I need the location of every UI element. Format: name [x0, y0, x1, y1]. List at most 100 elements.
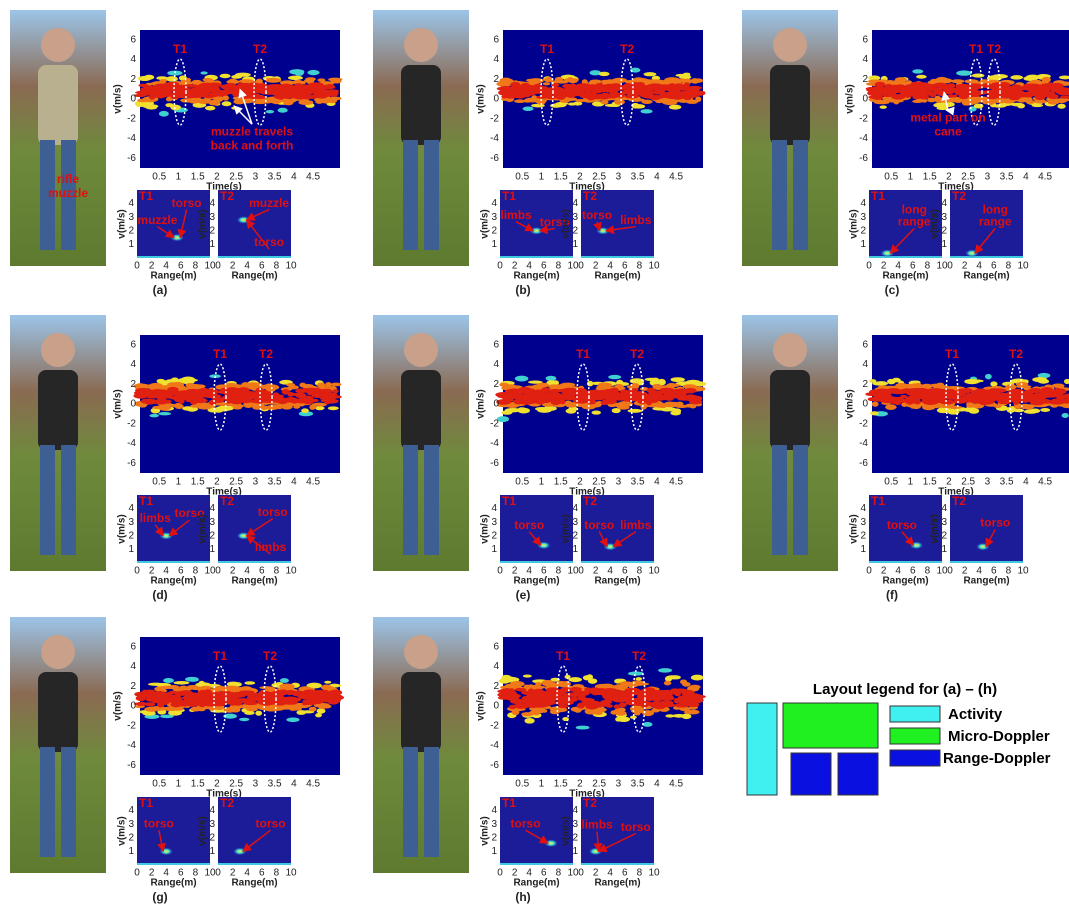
time-marker-label: T1 [213, 649, 227, 663]
y-tick-label: 2 [860, 225, 866, 236]
y-tick-label: 4 [572, 503, 578, 514]
x-axis-label: Time(s) [569, 182, 604, 193]
y-axis-label: v(m/s) [476, 389, 487, 418]
y-tick-label: 4 [941, 503, 947, 514]
annotation: range [979, 215, 1012, 229]
doppler-energy [1063, 393, 1069, 400]
time-marker-label: T1 [969, 42, 983, 56]
x-tick-label: 4.5 [669, 477, 683, 488]
doppler-energy [294, 70, 304, 76]
doppler-energy [1032, 394, 1049, 399]
person-torso [770, 65, 810, 145]
doppler-energy [682, 78, 693, 85]
y-tick-label: -4 [859, 133, 868, 144]
x-tick-label: 1.5 [923, 477, 937, 488]
y-axis-label: v(m/s) [930, 514, 941, 543]
doppler-energy [885, 404, 897, 410]
x-tick-label: 1.5 [191, 779, 205, 790]
doppler-energy [162, 696, 171, 701]
doppler-energy [1023, 76, 1038, 82]
x-tick-label: 0 [578, 868, 584, 879]
doppler-energy [575, 725, 590, 730]
doppler-energy [620, 696, 634, 701]
doppler-energy [1010, 75, 1024, 80]
range-doppler-plot [869, 190, 942, 258]
panel-caption: (e) [516, 588, 531, 602]
y-tick-label: -4 [490, 740, 499, 751]
doppler-energy [956, 70, 972, 76]
doppler-energy [496, 416, 510, 423]
doppler-energy [670, 675, 681, 680]
time-marker-label: T2 [259, 347, 273, 361]
x-tick-label: 1 [908, 477, 914, 488]
doppler-energy [170, 87, 179, 93]
doppler-energy [165, 103, 174, 108]
y-tick-label: 6 [130, 34, 136, 45]
x-tick-label: 6 [910, 261, 916, 272]
x-tick-label: 4.5 [306, 779, 320, 790]
y-tick-label: 0 [130, 94, 136, 105]
doppler-energy [293, 405, 301, 409]
doppler-energy [504, 696, 511, 700]
doppler-energy [635, 677, 643, 681]
x-tick-label: 4.5 [306, 172, 320, 183]
x-tick-label: 0 [215, 261, 221, 272]
x-tick-label: 3.5 [631, 172, 645, 183]
doppler-energy [672, 88, 681, 94]
x-tick-label: 2.5 [229, 779, 243, 790]
x-tick-label: 1.5 [923, 172, 937, 183]
x-tick-label: 4.5 [1038, 477, 1052, 488]
annotation-arrow [612, 530, 637, 548]
doppler-energy [244, 681, 256, 685]
doppler-energy [946, 94, 958, 98]
doppler-energy [573, 101, 583, 106]
doppler-energy [140, 88, 152, 94]
y-tick-label: -2 [490, 418, 499, 429]
x-tick-label: 4 [895, 261, 901, 272]
zero-doppler-line [950, 256, 1023, 258]
zero-doppler-line [218, 863, 291, 865]
doppler-energy [586, 380, 594, 387]
y-tick-label: 2 [491, 225, 497, 236]
doppler-energy [927, 97, 936, 103]
doppler-energy [500, 685, 508, 689]
annotation-arrow [168, 519, 191, 537]
y-tick-label: 1 [209, 239, 215, 250]
x-tick-label: 0 [497, 261, 503, 272]
doppler-energy [158, 412, 171, 416]
x-tick-label: 4 [607, 261, 613, 272]
doppler-energy [592, 88, 604, 93]
x-tick-label: 0 [866, 566, 872, 577]
x-tick-label: 2 [593, 566, 599, 577]
x-tick-label: 2 [512, 868, 518, 879]
annotation-arrow [525, 829, 549, 844]
doppler-energy [695, 96, 702, 103]
person-leg [403, 140, 418, 250]
doppler-energy [912, 69, 924, 74]
x-axis-label: Range(m) [882, 576, 928, 587]
doppler-energy [629, 715, 637, 720]
doppler-energy [531, 79, 541, 83]
y-axis-label: v(m/s) [845, 84, 856, 113]
doppler-energy [916, 393, 931, 399]
y-tick-label: 3 [860, 517, 866, 528]
legend-activity-block [746, 702, 778, 796]
doppler-energy [568, 677, 583, 683]
doppler-energy [304, 89, 314, 93]
doppler-energy [219, 89, 236, 94]
doppler-energy [630, 67, 641, 73]
x-tick-label: 3 [616, 477, 622, 488]
x-tick-label: 4 [654, 779, 660, 790]
annotation: limbs [620, 213, 652, 227]
time-marker [987, 58, 1001, 126]
doppler-energy [648, 393, 659, 399]
annotation: cane [934, 124, 962, 138]
x-tick-label: 2 [881, 566, 887, 577]
doppler-energy [627, 408, 643, 413]
panel-caption: (g) [152, 890, 167, 904]
x-tick-label: 1 [539, 172, 545, 183]
x-tick-label: 6 [259, 868, 265, 879]
x-tick-label: 0.5 [152, 172, 166, 183]
x-axis-label: Range(m) [963, 271, 1009, 282]
doppler-energy [570, 89, 585, 93]
